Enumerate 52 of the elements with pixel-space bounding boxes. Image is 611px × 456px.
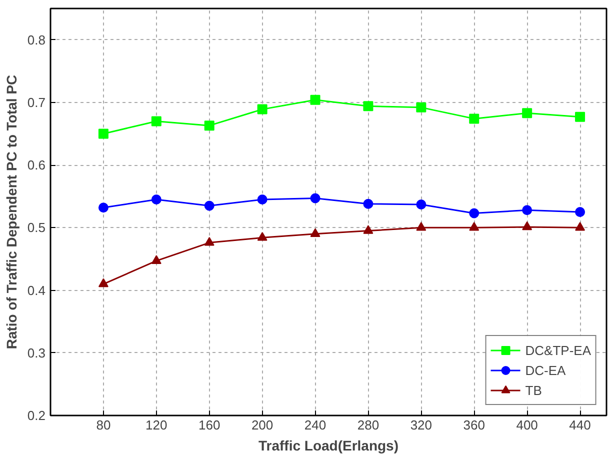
x-tick-label: 400 — [516, 418, 538, 432]
point — [575, 222, 586, 231]
point — [522, 221, 532, 230]
point — [204, 200, 214, 211]
y-axis-title: Ratio of Traffic Dependent PC to Total PC — [3, 74, 20, 350]
point — [257, 194, 268, 204]
point — [469, 208, 480, 218]
y-tick-label: 0.8 — [27, 32, 46, 48]
point — [310, 228, 320, 238]
point — [363, 225, 374, 234]
x-tick-label: 280 — [357, 418, 380, 432]
point — [469, 114, 480, 124]
point — [151, 194, 162, 204]
point — [522, 108, 532, 118]
point — [204, 120, 214, 131]
point — [469, 222, 480, 231]
point — [98, 202, 108, 213]
point — [310, 94, 320, 105]
point — [363, 101, 374, 112]
x-tick-label: 200 — [251, 418, 274, 432]
point — [204, 236, 214, 246]
legend-label: TB — [525, 382, 543, 398]
x-tick-label: 120 — [146, 418, 168, 432]
point — [151, 255, 162, 264]
x-tick-label: 240 — [304, 418, 326, 432]
point — [363, 198, 374, 209]
point — [257, 232, 268, 241]
x-axis-title: Traffic Load(Erlangs) — [258, 438, 399, 454]
point — [257, 104, 268, 114]
y-tick-label: 0.4 — [27, 282, 46, 298]
x-tick-label: 320 — [410, 418, 432, 432]
point — [416, 222, 426, 231]
legend-label: DC-EA — [525, 362, 566, 378]
point — [575, 207, 586, 217]
x-tick-label: 440 — [569, 418, 591, 432]
point — [575, 112, 586, 122]
point — [98, 128, 108, 139]
y-tick-label: 0.2 — [27, 408, 46, 423]
y-tick-label: 0.6 — [27, 158, 46, 173]
point — [310, 193, 320, 204]
x-tick-label: 360 — [463, 418, 485, 432]
x-tick-label: 160 — [198, 418, 220, 432]
y-tick-label: 0.7 — [27, 94, 46, 110]
x-tick-label: 80 — [96, 418, 111, 432]
point — [522, 205, 532, 216]
y-tick-label: 0.3 — [27, 345, 46, 360]
legend-label: DC&TP-EA — [525, 342, 591, 358]
point — [98, 278, 108, 288]
point — [416, 102, 426, 112]
point — [416, 199, 426, 210]
point — [151, 116, 162, 126]
y-tick-label: 0.5 — [27, 220, 46, 236]
